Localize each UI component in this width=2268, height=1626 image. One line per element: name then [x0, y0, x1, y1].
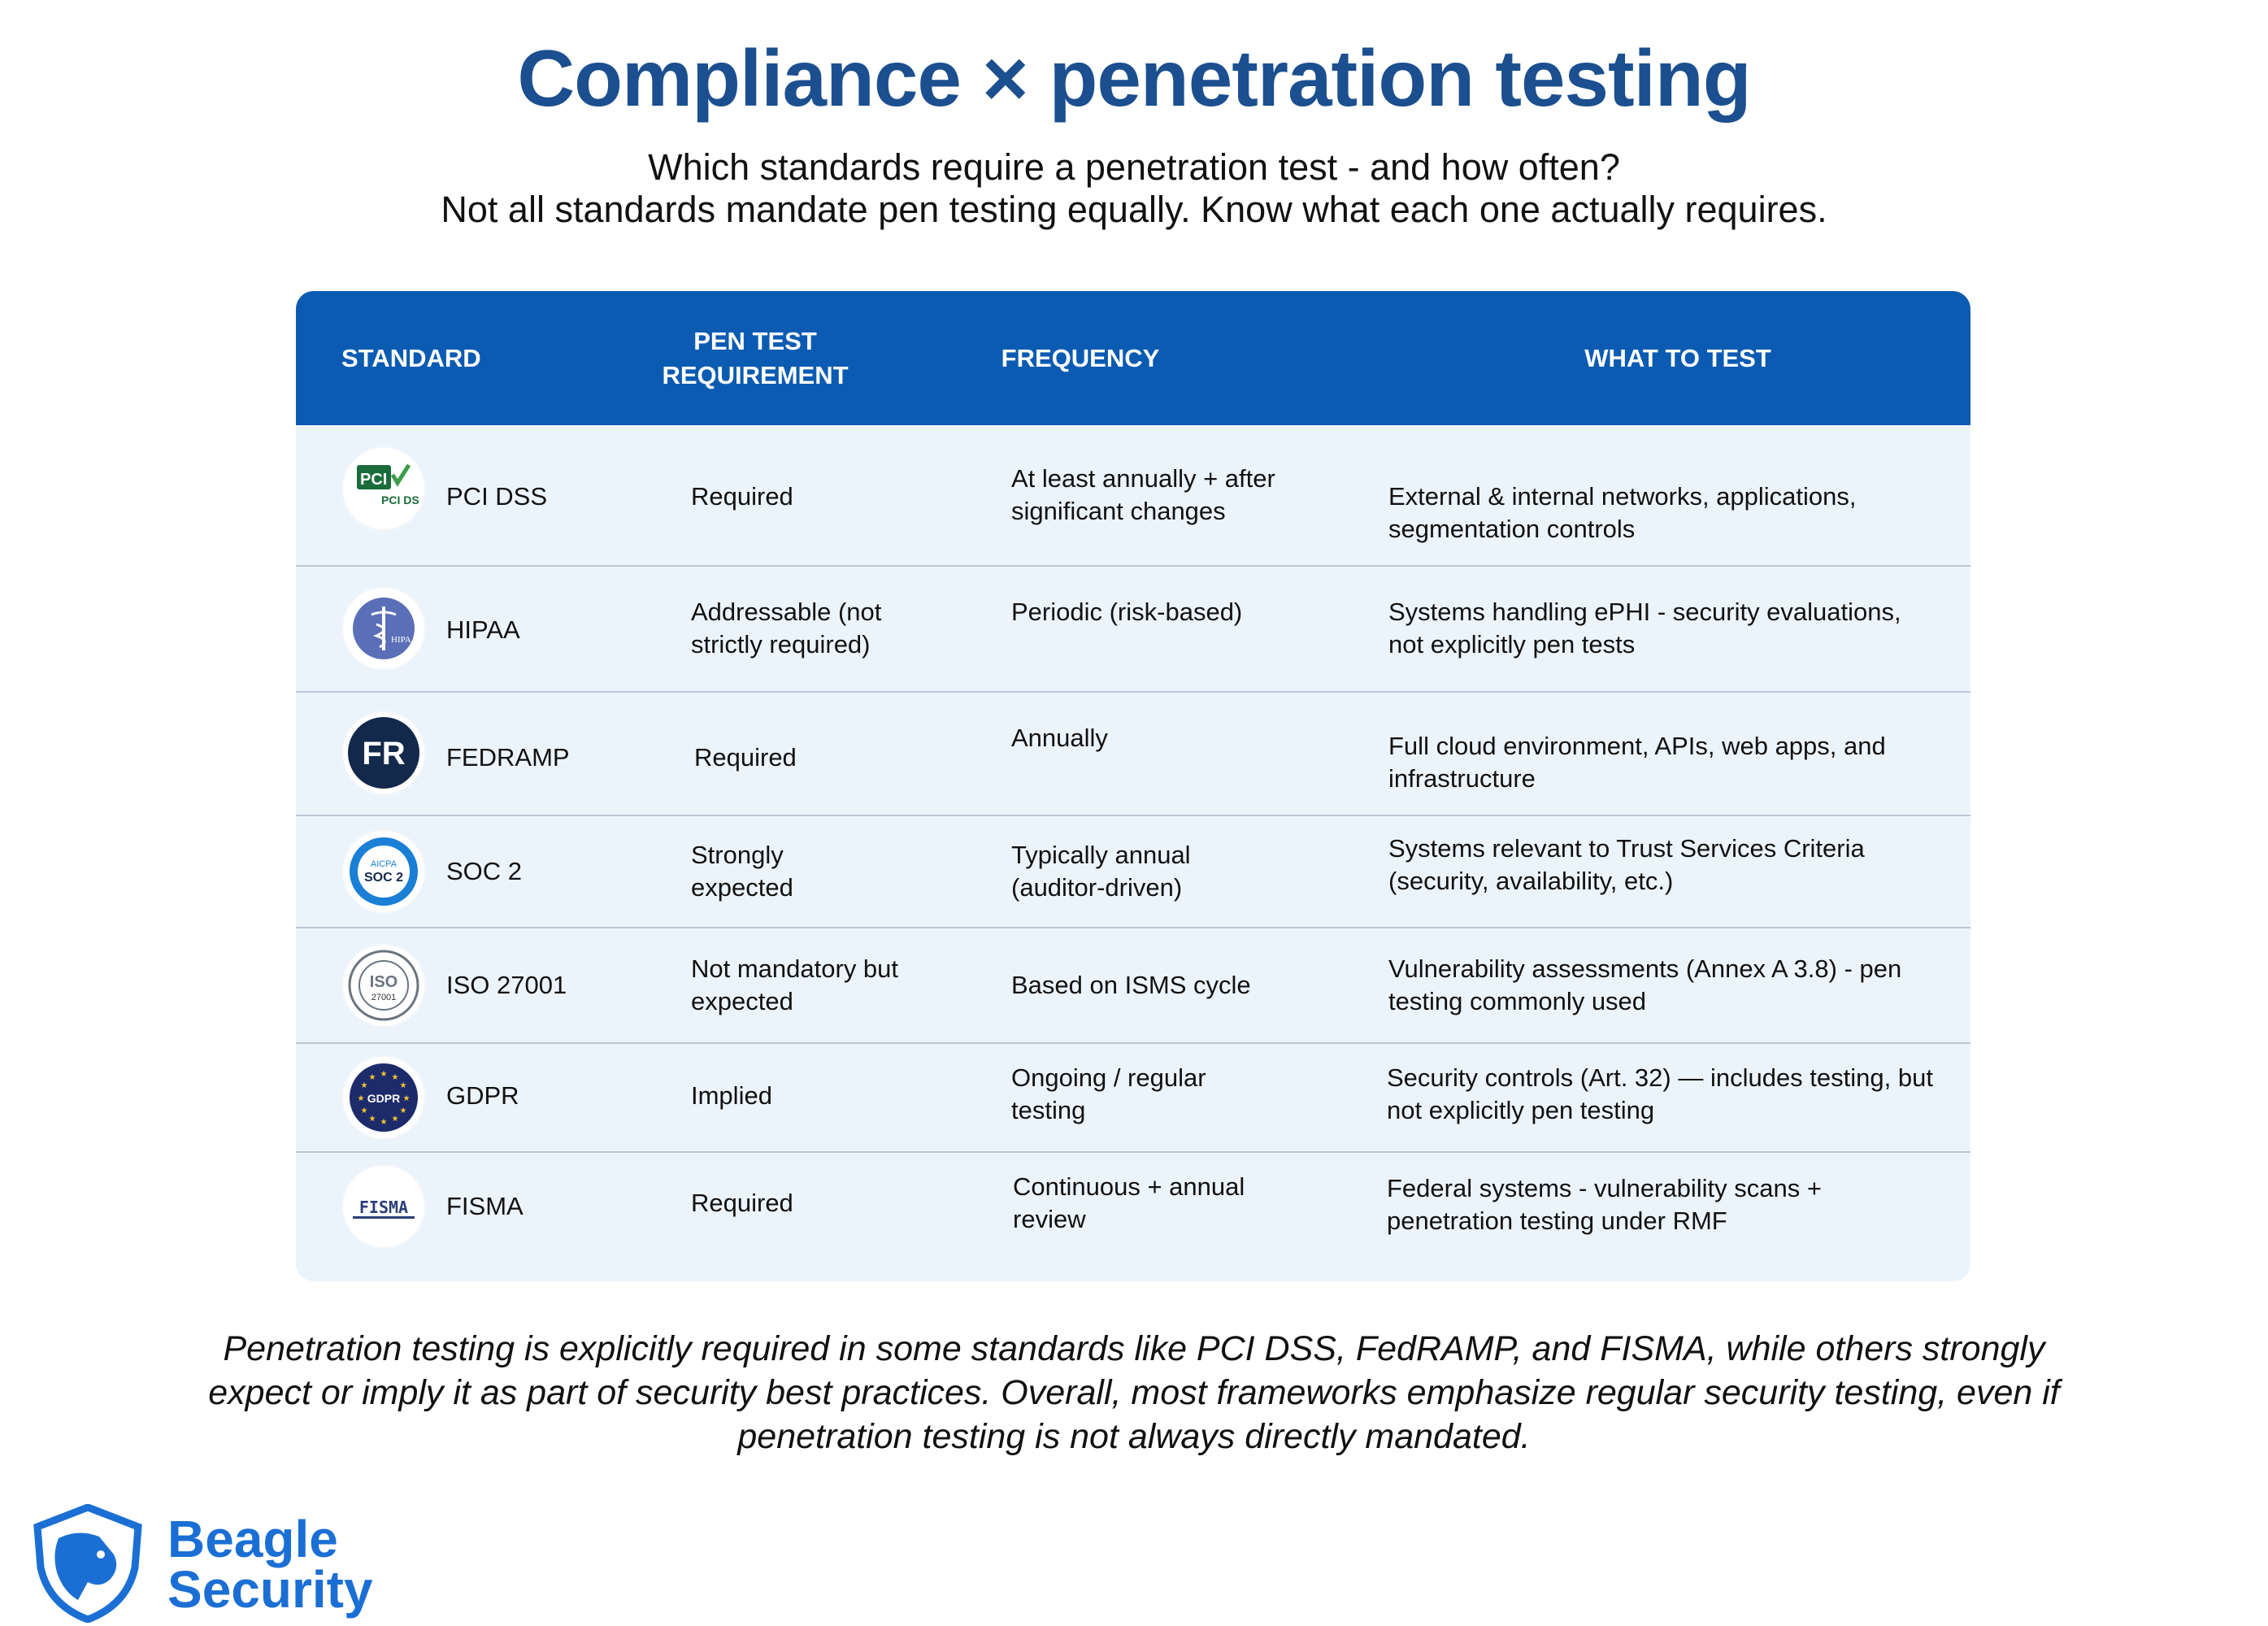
what-to-test: Systems relevant to Trust Services Crite…: [1388, 834, 1865, 895]
standard-name: PCI DSS: [446, 482, 548, 511]
svg-text:★: ★: [361, 1106, 368, 1115]
page-subtitle: Which standards require a penetration te…: [0, 146, 2268, 231]
standard-name: SOC 2: [446, 857, 523, 885]
svg-text:★: ★: [400, 1081, 407, 1090]
brand-name-line-1: Beagle: [167, 1510, 338, 1568]
svg-text:PCI DSS: PCI DSS: [381, 493, 419, 506]
frequency: Ongoing / regular testing: [1011, 1063, 1206, 1124]
table-row-hipaa: HIPAA HIPAA Addressable (not strictly re…: [296, 565, 1970, 693]
standard-name: FISMA: [446, 1192, 524, 1220]
subtitle-line-1: Which standards require a penetration te…: [648, 146, 1620, 188]
standard-name: HIPAA: [446, 615, 520, 644]
brand-name: Beagle Security: [167, 1510, 373, 1619]
table-header: STANDARD PEN TEST REQUIREMENT FREQUENCY …: [296, 291, 1970, 425]
frequency: Based on ISMS cycle: [1011, 971, 1251, 999]
frequency: At least annually + after significant ch…: [1011, 464, 1275, 525]
fedramp-logo-icon: FR: [343, 712, 424, 793]
compliance-table: STANDARD PEN TEST REQUIREMENT FREQUENCY …: [296, 291, 1970, 1281]
svg-text:PCI: PCI: [360, 471, 387, 489]
column-header-standard: STANDARD: [341, 343, 481, 372]
svg-text:★: ★: [392, 1115, 399, 1124]
subtitle-line-2: Not all standards mandate pen testing eq…: [441, 189, 1827, 230]
svg-text:GDPR: GDPR: [367, 1092, 400, 1105]
what-to-test: External & internal networks, applicatio…: [1388, 482, 1857, 543]
hipaa-caduceus-logo-icon: HIPAA: [343, 588, 424, 669]
pen-test-requirement: Required: [691, 1189, 793, 1217]
table-row-fisma: FISMA FISMA Required Continuous + annual…: [296, 1151, 1970, 1281]
svg-text:FISMA: FISMA: [359, 1198, 408, 1217]
table-row-iso-27001: ISO 27001 ISO 27001 Not mandatory but ex…: [296, 927, 1970, 1044]
brand-logo: Beagle Security: [31, 1504, 373, 1626]
column-header-requirement-line-2: REQUIREMENT: [662, 360, 849, 389]
column-header-requirement: PEN TEST REQUIREMENT: [621, 291, 889, 425]
pen-test-requirement: Implied: [691, 1081, 772, 1110]
footnote: Penetration testing is explicitly requir…: [208, 1329, 2060, 1456]
table-row-pci-dss: PCI PCI DSS PCI DSS Required At least an…: [296, 425, 1970, 567]
pci-dss-logo-icon: PCI PCI DSS: [343, 448, 424, 529]
standard-name: ISO 27001: [446, 971, 567, 999]
what-to-test: Federal systems - vulnerability scans + …: [1387, 1174, 1822, 1235]
svg-text:FR: FR: [362, 736, 405, 772]
pen-test-requirement: Strongly expected: [691, 841, 793, 902]
page-title: Compliance × penetration testing: [517, 33, 1751, 123]
svg-text:27001: 27001: [371, 993, 397, 1002]
fisma-logo-icon: FISMA: [343, 1166, 424, 1247]
svg-text:★: ★: [358, 1094, 365, 1103]
iso-27001-seal-icon: ISO 27001: [343, 945, 424, 1026]
svg-text:★: ★: [380, 1070, 388, 1079]
svg-text:★: ★: [400, 1106, 407, 1115]
svg-text:SOC 2: SOC 2: [364, 871, 403, 885]
gdpr-eu-stars-logo-icon: ★ ★ ★ ★ ★ ★ ★ ★ ★ ★ ★ ★ GDPR: [343, 1057, 424, 1138]
column-header-what-to-test: WHAT TO TEST: [1584, 343, 1771, 372]
pen-test-requirement: Addressable (not strictly required): [691, 598, 882, 659]
what-to-test: Vulnerability assessments (Annex A 3.8) …: [1388, 954, 1902, 1015]
frequency: Typically annual (auditor-driven): [1011, 841, 1191, 902]
beagle-shield-logo-icon: [33, 1504, 142, 1623]
frequency: Annually: [1011, 724, 1108, 752]
svg-text:★: ★: [369, 1115, 376, 1124]
column-header-frequency: FREQUENCY: [1001, 343, 1160, 372]
brand-name-line-2: Security: [167, 1560, 373, 1619]
table-row-soc-2: AICPA SOC 2 SOC 2 Strongly expected Typi…: [296, 815, 1970, 928]
table-row-fedramp: FR FEDRAMP Required Annually Full cloud …: [296, 691, 1970, 816]
standard-name: GDPR: [446, 1081, 519, 1110]
svg-text:★: ★: [369, 1073, 376, 1082]
table-row-gdpr: ★ ★ ★ ★ ★ ★ ★ ★ ★ ★ ★ ★ GDPR GDPR Implied Ongoin…: [296, 1042, 1970, 1153]
pen-test-requirement: Required: [691, 482, 793, 511]
svg-text:★: ★: [361, 1081, 368, 1090]
column-header-requirement-line-1: PEN TEST: [693, 326, 817, 355]
standard-name: FEDRAMP: [446, 743, 570, 772]
frequency: Continuous + annual review: [1013, 1172, 1245, 1233]
svg-text:ISO: ISO: [370, 973, 398, 991]
aicpa-soc2-logo-icon: AICPA SOC 2: [343, 831, 424, 912]
what-to-test: Full cloud environment, APIs, web apps, …: [1388, 732, 1886, 793]
pen-test-requirement: Required: [694, 743, 797, 772]
svg-text:HIPAA: HIPAA: [391, 635, 418, 645]
svg-text:★: ★: [392, 1073, 399, 1082]
what-to-test: Security controls (Art. 32) — includes t…: [1387, 1063, 1933, 1124]
pen-test-requirement: Not mandatory but expected: [691, 954, 899, 1015]
svg-text:★: ★: [380, 1118, 388, 1127]
what-to-test: Systems handling ePHI - security evaluat…: [1388, 598, 1901, 659]
svg-text:★: ★: [403, 1094, 411, 1103]
svg-text:AICPA: AICPA: [371, 859, 398, 869]
frequency: Periodic (risk-based): [1011, 598, 1243, 626]
